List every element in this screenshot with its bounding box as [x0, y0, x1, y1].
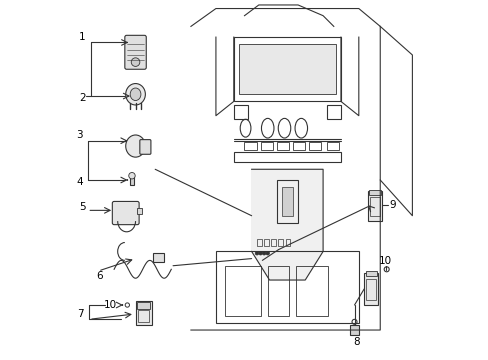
Bar [244, 142, 257, 150]
Bar [364, 273, 378, 305]
Polygon shape [190, 9, 380, 330]
Text: 10: 10 [104, 300, 117, 310]
Circle shape [258, 251, 262, 255]
Bar [267, 266, 288, 316]
Text: 10: 10 [378, 256, 391, 266]
Bar [276, 142, 288, 150]
Ellipse shape [125, 84, 145, 105]
Bar [296, 266, 328, 316]
Bar [278, 239, 283, 246]
Text: 4: 4 [76, 177, 83, 187]
Text: 2: 2 [79, 93, 85, 103]
Text: 1: 1 [79, 32, 85, 42]
Text: 5: 5 [79, 202, 85, 212]
Bar [224, 266, 260, 316]
Bar [264, 239, 268, 246]
Text: 8: 8 [352, 337, 359, 347]
Bar [138, 310, 149, 322]
Bar [368, 190, 380, 195]
Bar [365, 271, 376, 276]
Circle shape [255, 251, 258, 255]
Bar [326, 105, 340, 119]
Circle shape [265, 251, 269, 255]
Circle shape [131, 58, 140, 66]
Polygon shape [251, 169, 323, 280]
Bar [271, 239, 275, 246]
FancyBboxPatch shape [140, 140, 151, 154]
Text: 6: 6 [96, 271, 102, 282]
Circle shape [262, 251, 265, 255]
Bar [137, 302, 149, 309]
FancyBboxPatch shape [112, 202, 139, 225]
Bar [349, 325, 358, 336]
Bar [276, 180, 298, 223]
Bar [135, 301, 151, 325]
Circle shape [128, 172, 135, 179]
Bar [308, 142, 321, 150]
Bar [137, 207, 142, 214]
Bar [326, 142, 339, 150]
Bar [282, 187, 292, 216]
Bar [257, 239, 261, 246]
Text: 9: 9 [388, 200, 395, 210]
Text: 3: 3 [76, 130, 83, 140]
FancyBboxPatch shape [124, 35, 146, 69]
Bar [233, 37, 340, 102]
Text: 7: 7 [77, 309, 83, 319]
Bar [292, 142, 305, 150]
Ellipse shape [125, 135, 145, 157]
Bar [239, 44, 335, 94]
Bar [130, 176, 134, 185]
Ellipse shape [130, 88, 141, 100]
Bar [285, 239, 290, 246]
Bar [233, 105, 247, 119]
Bar [216, 251, 358, 323]
Bar [369, 197, 379, 216]
Bar [153, 253, 164, 262]
Bar [233, 152, 340, 162]
Bar [260, 142, 272, 150]
Bar [365, 279, 375, 300]
Bar [367, 191, 381, 221]
